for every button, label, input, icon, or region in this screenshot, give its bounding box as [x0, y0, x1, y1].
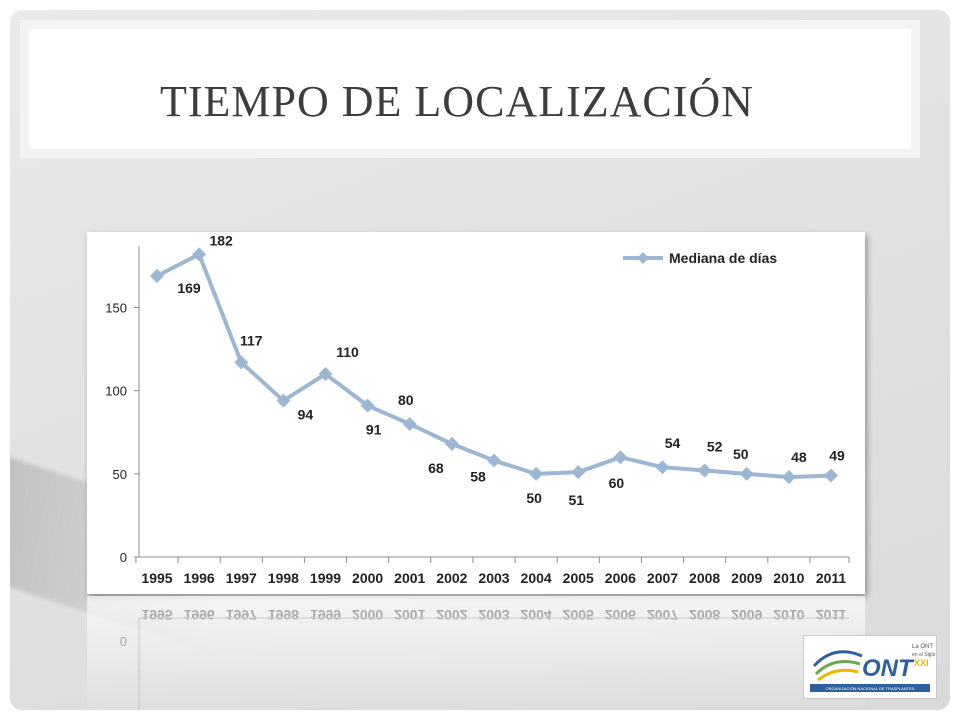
data-label: 110 [336, 344, 359, 360]
reflected-x-label: 2010 [773, 607, 804, 623]
ont-logo: ONT La ONT en el Siglo XXI ORGANIZACIÓN NACI… [803, 635, 937, 699]
data-point [444, 436, 459, 451]
data-label: 50 [733, 446, 749, 462]
data-point [571, 465, 586, 480]
logo-tagline: en el Siglo [912, 652, 936, 658]
series-line [156, 252, 832, 480]
reflected-x-label: 1998 [268, 607, 299, 623]
data-point [487, 453, 501, 468]
data-point [276, 393, 291, 408]
x-tick-label: 1996 [184, 570, 215, 586]
logo-swoosh-icon [817, 668, 859, 682]
logo-swoosh-icon [814, 660, 861, 676]
data-label: 48 [791, 449, 807, 465]
x-tick-label: 1995 [141, 570, 172, 586]
logo-caption-bar [810, 684, 930, 692]
data-point [150, 268, 164, 283]
x-tick-label: 1999 [310, 570, 341, 586]
slide-title: TIEMPO DE LOCALIZACIÓN [160, 77, 754, 126]
reflected-x-label: 2002 [436, 607, 467, 623]
data-label: 51 [568, 492, 584, 508]
data-point [234, 355, 249, 370]
x-tick-label: 2006 [605, 570, 636, 586]
reflected-x-label: 2000 [352, 607, 383, 623]
reflected-x-label: 1999 [310, 607, 341, 623]
data-label: 60 [609, 475, 625, 491]
x-tick-label: 2008 [689, 570, 720, 586]
data-label: 52 [707, 439, 723, 455]
logo-tagline: La ONT [912, 644, 933, 650]
x-tick-label: 2011 [816, 570, 847, 586]
logo-caption: ORGANIZACIÓN NACIONAL DE TRASPLANTES [826, 686, 915, 691]
x-tick-label: 2002 [436, 570, 467, 586]
logo-swoosh-icon [812, 650, 863, 668]
data-label: 49 [829, 448, 845, 464]
reflected-x-label: 2005 [563, 607, 594, 623]
legend-marker [637, 252, 649, 264]
x-tick-label: 2005 [563, 570, 594, 586]
x-tick-label: 2000 [352, 570, 383, 586]
x-tick-label: 1998 [268, 570, 299, 586]
data-label: 117 [240, 332, 263, 348]
reflected-x-label: 2007 [647, 607, 678, 623]
y-tick-label: 0 [120, 550, 127, 565]
reflected-x-label: 2006 [605, 607, 636, 623]
logo-wordmark: ONT [862, 655, 915, 682]
data-point [318, 367, 333, 382]
data-point [360, 398, 375, 413]
y-tick-label: 150 [105, 301, 127, 316]
reflected-y-label: 0 [120, 634, 127, 649]
chart-panel: 0 50 100 150 1995 1996 1997 1998 1999 2000 2001 200… [87, 232, 865, 594]
data-point [192, 247, 207, 262]
data-point [697, 463, 712, 478]
data-point [655, 460, 670, 475]
data-label: 94 [298, 407, 314, 423]
y-tick-label: 50 [113, 467, 127, 482]
data-point [402, 416, 417, 431]
data-label: 50 [526, 490, 542, 506]
data-label: 182 [209, 232, 233, 248]
reflected-x-label: 2008 [689, 607, 720, 623]
data-point [739, 466, 754, 481]
reflected-x-label: 2004 [521, 607, 552, 623]
x-tick-label: 2004 [521, 570, 552, 586]
reflected-x-label: 1995 [141, 607, 172, 623]
reflection-group: 1995 1996 1997 1998 1999 2000 2001 2002 2003 2004… [120, 607, 849, 710]
reflection-graphic: 1995 1996 1997 1998 1999 2000 2001 2002 2003 2004… [120, 607, 849, 710]
reflected-x-label: 1997 [226, 607, 257, 623]
data-point [529, 466, 544, 481]
reflected-x-label: 2009 [731, 607, 762, 623]
reflected-x-label: 2001 [394, 607, 425, 623]
data-label: 169 [177, 280, 201, 296]
x-tick-label: 2010 [773, 570, 804, 586]
data-label: 80 [398, 392, 414, 408]
data-label: 58 [470, 469, 486, 485]
data-label: 54 [665, 435, 681, 451]
reflected-x-label: 2003 [478, 607, 509, 623]
x-tick-label: 2007 [647, 570, 678, 586]
reflected-x-label: 1996 [184, 607, 215, 623]
y-tick-label: 100 [105, 384, 127, 399]
legend-label: Mediana de días [669, 250, 777, 266]
title-box: TIEMPO DE LOCALIZACIÓN [20, 20, 920, 158]
line-chart: 0 50 100 150 1995 1996 1997 1998 1999 2000 2001 200… [105, 232, 850, 586]
logo-tagline: XXI [914, 658, 929, 668]
x-tick-label: 2009 [731, 570, 762, 586]
x-tick-label: 1997 [226, 570, 257, 586]
data-point [824, 468, 838, 483]
chart-reflection: 1995 1996 1997 1998 1999 2000 2001 2002 2003 2004… [87, 596, 865, 710]
reflected-x-label: 2011 [816, 607, 847, 623]
data-label: 68 [428, 460, 444, 476]
data-point [613, 450, 628, 465]
data-label: 91 [366, 422, 382, 438]
x-tick-label: 2001 [394, 570, 425, 586]
data-point [781, 470, 796, 485]
x-tick-label: 2003 [478, 570, 509, 586]
